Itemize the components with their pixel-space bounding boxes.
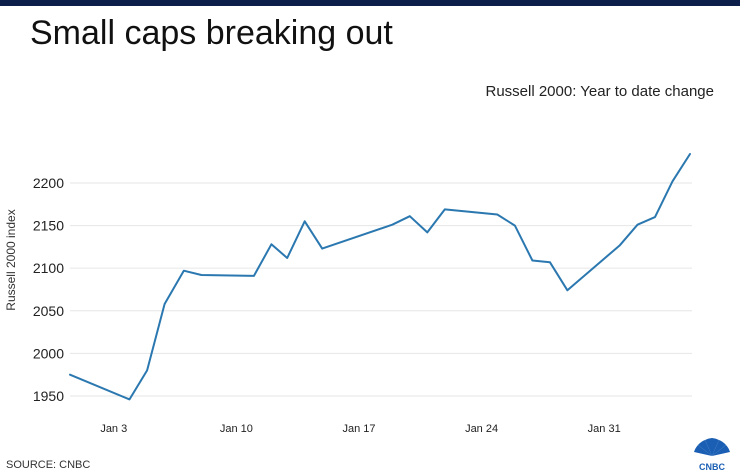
y-tick-label-2100: 2100 <box>33 260 64 276</box>
y-tick-label-2200: 2200 <box>33 175 64 191</box>
y-axis-ticks: 1950 2000 2050 2100 2150 2200 <box>33 175 64 404</box>
source-note: SOURCE: CNBC <box>6 459 91 471</box>
chart-title: Small caps breaking out <box>30 14 393 52</box>
series-line-russell-2000 <box>69 153 691 401</box>
x-tick-label-jan-3: Jan 3 <box>100 423 127 435</box>
top-accent-bar <box>0 0 740 6</box>
y-tick-label-2050: 2050 <box>33 303 64 319</box>
x-axis-ticks: Jan 3 Jan 10 Jan 17 Jan 24 Jan 31 <box>100 423 620 435</box>
cnbc-logo-text: CNBC <box>699 462 725 472</box>
grid-lines <box>70 182 692 397</box>
y-tick-label-2000: 2000 <box>33 345 64 361</box>
y-tick-label-1950: 1950 <box>33 388 64 404</box>
x-tick-label-jan-31: Jan 31 <box>588 423 621 435</box>
x-tick-label-jan-24: Jan 24 <box>465 423 498 435</box>
chart-subtitle: Russell 2000: Year to date change <box>485 83 714 100</box>
y-tick-label-2150: 2150 <box>33 218 64 234</box>
x-tick-label-jan-10: Jan 10 <box>220 423 253 435</box>
x-tick-label-jan-17: Jan 17 <box>342 423 375 435</box>
cnbc-peacock-logo-icon: CNBC <box>694 438 730 472</box>
